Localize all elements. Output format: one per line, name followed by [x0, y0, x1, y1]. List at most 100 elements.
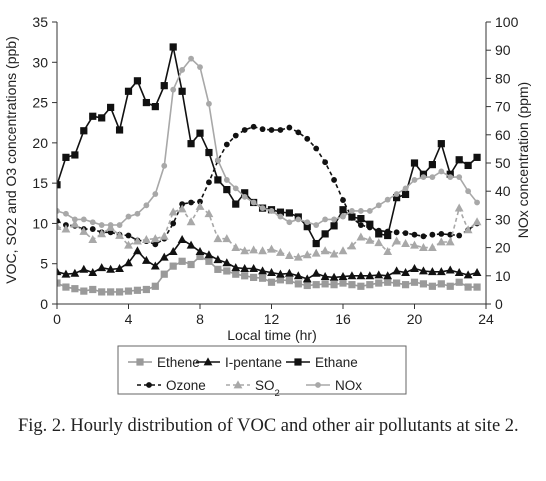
data-point-nox	[57, 208, 60, 214]
data-point-ethane	[151, 103, 159, 111]
data-point-ethane	[410, 159, 419, 167]
data-point-ethene	[294, 280, 302, 288]
data-point-i-pentane	[177, 234, 187, 243]
data-point-ethene	[169, 262, 177, 270]
data-point-nox	[349, 208, 355, 214]
data-point-ethene	[250, 273, 258, 282]
data-point-ozone	[206, 179, 212, 186]
data-point-nox	[152, 191, 159, 197]
data-point-ethene	[285, 277, 293, 285]
data-point-nox	[250, 199, 257, 206]
data-point-ethane	[312, 239, 320, 248]
y-right-tick-label: 50	[495, 155, 511, 171]
data-point-ethene	[178, 257, 186, 265]
data-point-ozone	[188, 199, 194, 206]
y-left-tick-label: 5	[40, 256, 48, 272]
data-point-so2	[284, 251, 294, 260]
data-point-ethane	[330, 222, 338, 230]
data-point-so2	[293, 252, 303, 261]
data-point-i-pentane	[329, 272, 339, 281]
data-point-ethane	[62, 153, 70, 161]
series-ethane	[57, 43, 481, 248]
data-point-i-pentane	[57, 267, 62, 276]
data-point-ethane	[89, 112, 97, 120]
axes-layer: 0 4 8 12 16 20 2405101520253035010203040506070…	[32, 14, 518, 327]
data-point-ethene	[419, 280, 428, 288]
data-point-so2	[445, 237, 455, 246]
data-point-nox	[438, 168, 445, 175]
data-point-ethane	[133, 77, 142, 85]
data-point-ozone	[223, 141, 230, 148]
legend-frame	[117, 345, 407, 395]
series-ozone	[57, 123, 480, 248]
data-point-so2	[329, 249, 339, 258]
data-point-so2	[347, 241, 357, 250]
y-right-tick-label: 100	[495, 14, 519, 30]
data-point-ozone	[331, 177, 337, 183]
data-point-nox	[170, 86, 177, 93]
data-point-i-pentane	[159, 252, 169, 261]
y-right-tick-label: 40	[495, 183, 511, 199]
data-point-so2	[436, 237, 446, 246]
data-point-i-pentane	[445, 265, 455, 274]
legend-label: Ethane	[315, 355, 358, 370]
y-right-tick-label: 0	[495, 296, 503, 312]
data-point-ethane	[366, 220, 374, 228]
data-point-ethene	[401, 281, 410, 289]
data-point-ethane	[464, 161, 472, 170]
data-point-so2	[392, 236, 402, 245]
legend-label: Ozone	[166, 378, 206, 393]
data-point-i-pentane	[356, 271, 366, 280]
data-point-ethene	[107, 288, 115, 296]
data-point-nox	[214, 157, 221, 164]
data-point-ozone	[179, 201, 186, 207]
data-point-so2	[302, 250, 312, 259]
data-point-i-pentane	[97, 263, 107, 272]
data-point-so2	[401, 238, 410, 247]
data-point-i-pentane	[401, 267, 410, 276]
data-point-ozone	[420, 233, 427, 240]
legend-item-nox: NOx	[306, 378, 362, 393]
data-point-i-pentane	[383, 271, 393, 280]
legend-swatch-marker	[203, 357, 213, 366]
data-point-ethane	[455, 156, 463, 164]
data-point-ethane	[393, 194, 401, 202]
figure-caption: Fig. 2. Hourly distribution of VOC and o…	[18, 416, 519, 436]
data-point-ethene	[142, 285, 150, 294]
data-point-so2	[249, 245, 259, 254]
data-point-ethane	[428, 161, 436, 169]
data-point-ozone	[340, 197, 346, 203]
data-point-ozone	[447, 231, 454, 238]
data-point-ethane	[241, 189, 249, 197]
y-left-tick-label: 35	[32, 14, 48, 30]
data-point-i-pentane	[427, 267, 437, 276]
series-nox	[57, 55, 480, 228]
y-right-tick-label: 80	[495, 70, 511, 86]
data-point-ethene	[321, 280, 329, 288]
data-point-nox	[366, 208, 373, 214]
data-point-nox	[80, 216, 87, 223]
data-point-nox	[331, 216, 337, 223]
data-point-i-pentane	[392, 266, 402, 275]
data-point-ethene	[124, 287, 133, 295]
data-point-nox	[197, 64, 203, 71]
data-point-nox	[277, 213, 284, 220]
data-point-nox	[357, 208, 364, 214]
legend-item-ozone: Ozone	[137, 378, 206, 393]
data-point-i-pentane	[222, 258, 232, 267]
legend-item-ethene: Ethene	[128, 355, 200, 370]
y-right-tick-label: 20	[495, 240, 511, 256]
data-point-ethene	[115, 288, 124, 296]
y-right-tick-label: 70	[495, 99, 511, 115]
data-point-ethene	[214, 265, 222, 273]
data-point-so2	[222, 234, 232, 243]
data-point-so2	[57, 222, 62, 231]
data-point-so2	[150, 234, 160, 243]
data-point-ozone	[250, 123, 257, 130]
data-point-i-pentane	[249, 263, 259, 272]
data-point-so2	[427, 243, 437, 251]
data-point-ozone	[402, 230, 409, 236]
data-point-ethene	[473, 283, 481, 291]
data-point-nox	[340, 213, 346, 220]
data-point-ozone	[313, 145, 320, 152]
